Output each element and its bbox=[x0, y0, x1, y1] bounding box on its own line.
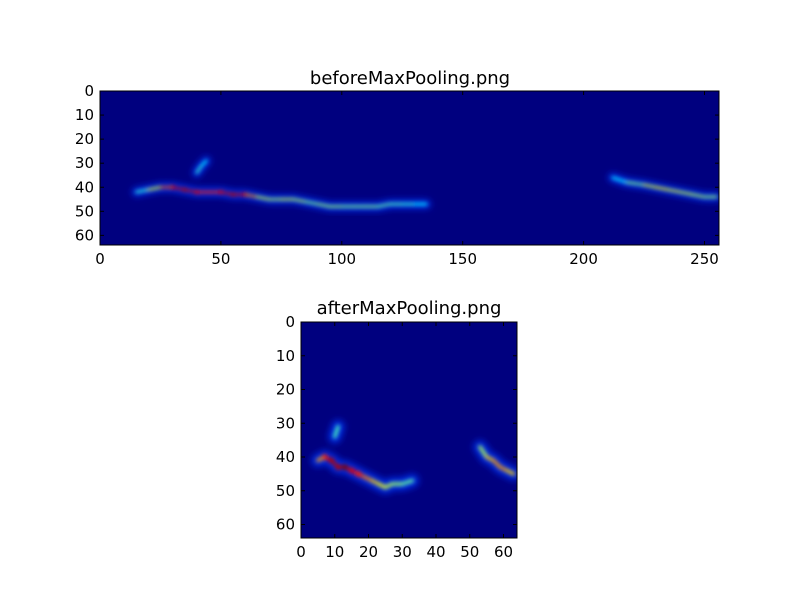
before-peak-point bbox=[243, 192, 248, 197]
after-ytick-label: 20 bbox=[276, 381, 295, 399]
before-ytick-label: 30 bbox=[75, 154, 94, 172]
before-peak-point bbox=[170, 185, 175, 190]
after-title: afterMaxPooling.png bbox=[317, 298, 502, 319]
before-xtick-label: 250 bbox=[690, 250, 719, 268]
before-traces bbox=[135, 159, 718, 208]
before-trace-segment bbox=[200, 159, 208, 167]
before-trace-segment bbox=[679, 191, 694, 196]
after-trace-segment bbox=[505, 468, 516, 476]
before-peak-point bbox=[194, 190, 199, 195]
before-title: beforeMaxPooling.png bbox=[310, 68, 510, 89]
before-panel: beforeMaxPooling.png 0 50 100 150 200 250 0 10 2… bbox=[75, 68, 720, 268]
before-plot-area bbox=[100, 91, 719, 245]
after-traces bbox=[316, 425, 516, 489]
after-peak-point bbox=[348, 467, 355, 474]
before-trace-segment bbox=[171, 186, 186, 191]
after-ytick-label: 10 bbox=[276, 347, 295, 365]
after-trace-segment bbox=[333, 425, 340, 439]
after-trace-segment bbox=[478, 445, 489, 459]
before-xtick-label: 200 bbox=[569, 250, 598, 268]
before-trace-segment bbox=[183, 188, 198, 194]
after-ytick-label: 50 bbox=[276, 482, 295, 500]
after-peak-point bbox=[335, 464, 341, 470]
after-peak-point bbox=[328, 457, 335, 464]
after-xtick-label: 60 bbox=[494, 543, 513, 561]
before-axes: 0 50 100 150 200 250 0 10 20 30 40 50 60 bbox=[75, 82, 719, 268]
after-ytick-label: 60 bbox=[276, 516, 295, 534]
after-panel: afterMaxPooling.png 0 10 20 30 40 50 600102030… bbox=[276, 298, 518, 561]
before-peak-point bbox=[231, 192, 235, 197]
after-xtick-label: 20 bbox=[359, 543, 378, 561]
before-ytick-label: 0 bbox=[84, 82, 94, 100]
before-trace-segment bbox=[135, 188, 150, 194]
before-trace-segment bbox=[316, 203, 331, 208]
after-ytick-label: 30 bbox=[276, 414, 295, 432]
after-xtick-label: 10 bbox=[325, 543, 344, 561]
after-xtick-label: 50 bbox=[460, 543, 479, 561]
before-trace-segment bbox=[256, 195, 271, 201]
before-trace-segment bbox=[219, 191, 235, 196]
before-trace-segment bbox=[304, 200, 319, 206]
before-trace-segment bbox=[377, 203, 392, 208]
before-trace-segment bbox=[667, 188, 682, 194]
before-trace-segment bbox=[625, 181, 646, 186]
after-trace-segment bbox=[400, 479, 414, 486]
before-ytick-label: 60 bbox=[75, 226, 94, 244]
before-xtick-label: 50 bbox=[211, 250, 230, 268]
before-ytick-label: 10 bbox=[75, 106, 94, 124]
before-heatmap bbox=[131, 156, 719, 211]
before-ytick-label: 20 bbox=[75, 130, 94, 148]
before-xtick-label: 0 bbox=[95, 250, 105, 268]
after-heatmap bbox=[311, 420, 517, 494]
after-ytick-label: 40 bbox=[276, 448, 295, 466]
before-trace-segment bbox=[654, 186, 670, 191]
before-plot-frame bbox=[99, 90, 720, 246]
before-xtick-label: 100 bbox=[327, 250, 356, 268]
after-peak-point bbox=[355, 471, 362, 477]
before-trace-segment bbox=[691, 193, 706, 198]
after-plot-frame bbox=[300, 321, 518, 539]
before-ytick-label: 40 bbox=[75, 178, 94, 196]
before-trace-segment bbox=[244, 193, 259, 198]
before-ytick-label: 50 bbox=[75, 202, 94, 220]
before-trace-segment bbox=[292, 198, 307, 203]
after-xtick-label: 0 bbox=[296, 543, 306, 561]
after-ytick-label: 0 bbox=[285, 313, 295, 331]
before-peak-point bbox=[182, 187, 187, 192]
before-trace-segment bbox=[611, 176, 629, 184]
after-xtick-label: 40 bbox=[426, 543, 445, 561]
before-xtick-label: 150 bbox=[448, 250, 477, 268]
before-trace-segment bbox=[147, 186, 162, 191]
before-peak-point bbox=[218, 190, 223, 195]
after-peak-point bbox=[342, 464, 348, 470]
before-trace-segment bbox=[195, 164, 203, 174]
before-trace-segment bbox=[642, 183, 658, 189]
after-xtick-label: 30 bbox=[393, 543, 412, 561]
after-peak-point bbox=[321, 454, 328, 460]
